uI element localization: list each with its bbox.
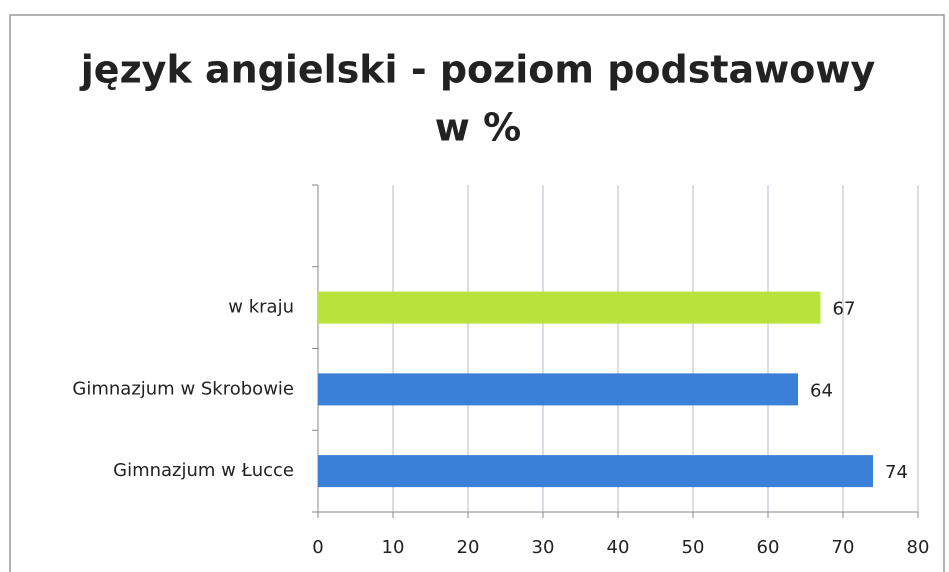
y-tick-label: Gimnazjum w Łucce: [113, 460, 294, 481]
x-tick-label: 70: [832, 537, 855, 558]
chart-title: język angielski - poziom podstawowy: [79, 48, 876, 92]
y-tick-label: w kraju: [228, 297, 294, 318]
x-tick-label: 80: [907, 537, 930, 558]
x-tick-label: 60: [757, 537, 780, 558]
x-tick-label: 50: [682, 537, 705, 558]
x-tick-label: 10: [382, 537, 405, 558]
x-tick-label: 30: [532, 537, 555, 558]
bar: [318, 455, 873, 488]
x-tick-label: 40: [607, 537, 630, 558]
bar: [318, 373, 798, 406]
x-tick-label: 0: [312, 537, 323, 558]
chart-subtitle: w %: [435, 106, 521, 150]
data-label: 74: [885, 462, 908, 483]
data-label: 64: [810, 380, 833, 401]
x-tick-label: 20: [457, 537, 480, 558]
data-label: 67: [833, 299, 856, 320]
y-tick-label: Gimnazjum w Skrobowie: [72, 378, 294, 399]
bar: [318, 291, 821, 324]
